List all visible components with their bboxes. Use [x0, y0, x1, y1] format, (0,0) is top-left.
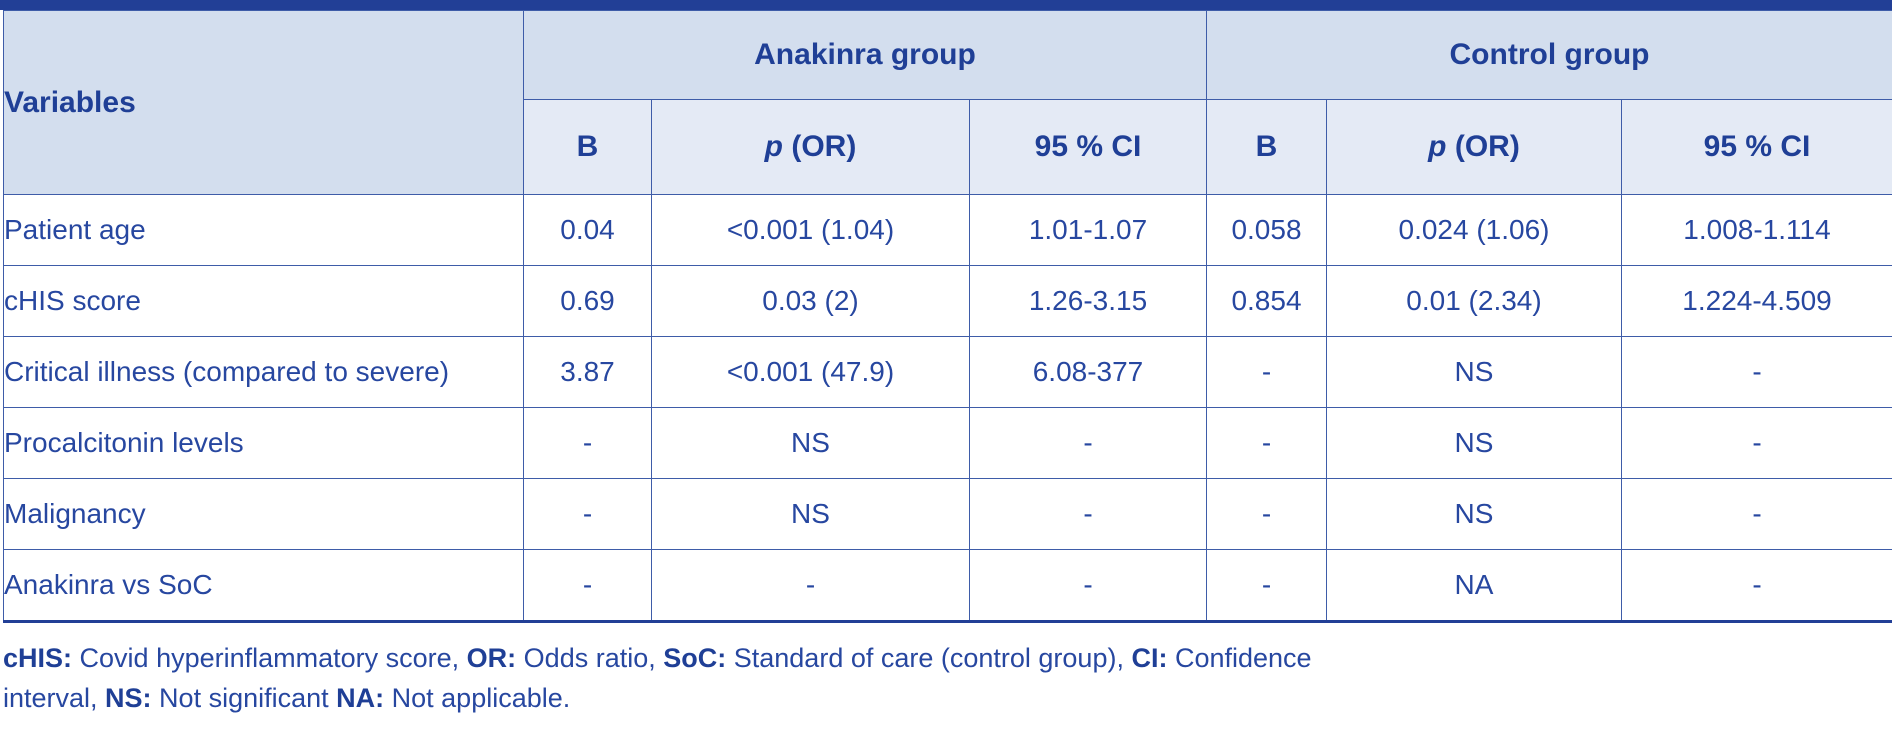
table-cell: 1.008-1.114: [1621, 194, 1892, 266]
table-cell: 0.04: [523, 194, 652, 266]
col-header-b: B: [1206, 99, 1327, 195]
table-cell: NS: [1326, 336, 1622, 408]
footnote-abbr: cHIS:: [3, 643, 73, 673]
table-row: Malignancy - NS - - NS -: [3, 478, 1892, 550]
footnote-abbr: NS:: [105, 683, 152, 713]
col-header-b: B: [523, 99, 652, 195]
table-cell: NS: [1326, 407, 1622, 479]
table-cell: -: [523, 549, 652, 623]
col-header-ci: 95 % CI: [1621, 99, 1892, 195]
table-row: cHIS score 0.69 0.03 (2) 1.26-3.15 0.854…: [3, 265, 1892, 337]
variable-cell: Patient age: [3, 194, 524, 266]
table-cell: 0.03 (2): [651, 265, 970, 337]
table-cell: 0.854: [1206, 265, 1327, 337]
table-cell: NS: [651, 407, 970, 479]
col-header-ci: 95 % CI: [969, 99, 1207, 195]
table-row: Patient age 0.04 <0.001 (1.04) 1.01-1.07…: [3, 194, 1892, 266]
table-row: Procalcitonin levels - NS - - NS -: [3, 407, 1892, 479]
footnote-abbr: SoC:: [663, 643, 727, 673]
variable-cell: Anakinra vs SoC: [3, 549, 524, 623]
table-top-rule: [0, 0, 1892, 10]
footnote-text: Covid hyperinflammatory score,: [72, 643, 467, 673]
footnote-text: Odds ratio,: [516, 643, 664, 673]
subheader-row: B p (OR) 95 % CI B p (OR) 95 % CI: [4, 99, 1892, 195]
table-cell: 0.69: [523, 265, 652, 337]
table-cell: NS: [651, 478, 970, 550]
footnote-text: Standard of care (control group),: [726, 643, 1132, 673]
footnote-text: Confidence: [1167, 643, 1312, 673]
table-cell: -: [1206, 336, 1327, 408]
col-header-p-or: p (OR): [1326, 99, 1622, 195]
table-cell: -: [1621, 407, 1892, 479]
table-cell: 0.024 (1.06): [1326, 194, 1622, 266]
table-footnote: cHIS: Covid hyperinflammatory score, OR:…: [3, 638, 1403, 718]
table-cell: -: [1206, 407, 1327, 479]
table-cell: 1.26-3.15: [969, 265, 1207, 337]
variables-header: Variables: [3, 10, 524, 195]
table-cell: -: [969, 478, 1207, 550]
table-row: Critical illness (compared to severe) 3.…: [3, 336, 1892, 408]
table-cell: NA: [1326, 549, 1622, 623]
table-cell: 1.01-1.07: [969, 194, 1207, 266]
table-cell: 0.058: [1206, 194, 1327, 266]
anakinra-group-header: Anakinra group: [523, 10, 1207, 100]
footnote-text: interval,: [3, 683, 106, 713]
table-cell: NS: [1326, 478, 1622, 550]
table-cell: -: [1206, 478, 1327, 550]
table-cell: -: [1621, 336, 1892, 408]
table-cell: <0.001 (1.04): [651, 194, 970, 266]
control-group-header: Control group: [1206, 10, 1892, 100]
variable-cell: cHIS score: [3, 265, 524, 337]
regression-table: Variables Anakinra group Control group B…: [3, 10, 1892, 623]
footnote-abbr: NA:: [336, 683, 385, 713]
variable-cell: Procalcitonin levels: [3, 407, 524, 479]
table-cell: -: [969, 549, 1207, 623]
table-row: Anakinra vs SoC - - - - NA -: [3, 549, 1892, 623]
table-cell: -: [1621, 549, 1892, 623]
table-cell: 3.87: [523, 336, 652, 408]
footnote-text: Not significant: [151, 683, 337, 713]
table-cell: 0.01 (2.34): [1326, 265, 1622, 337]
table-cell: 6.08-377: [969, 336, 1207, 408]
col-header-p-or: p (OR): [651, 99, 970, 195]
table-cell: -: [969, 407, 1207, 479]
table-cell: 1.224-4.509: [1621, 265, 1892, 337]
footnote-text: Not applicable.: [384, 683, 571, 713]
footnote-abbr: OR:: [466, 643, 517, 673]
table-cell: -: [651, 549, 970, 623]
table-cell: <0.001 (47.9): [651, 336, 970, 408]
table-cell: -: [1206, 549, 1327, 623]
footnote-abbr: CI:: [1131, 643, 1168, 673]
table-cell: -: [523, 407, 652, 479]
group-header-row: Variables Anakinra group Control group: [3, 10, 1892, 195]
variable-cell: Malignancy: [3, 478, 524, 550]
table-cell: -: [1621, 478, 1892, 550]
variable-cell: Critical illness (compared to severe): [3, 336, 524, 408]
table-cell: -: [523, 478, 652, 550]
